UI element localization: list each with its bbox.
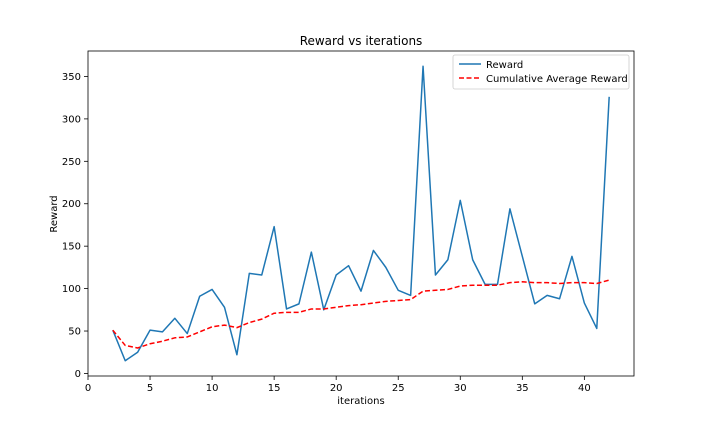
- legend-reward-label: Reward: [486, 60, 523, 71]
- chart-title: Reward vs iterations: [300, 34, 423, 48]
- x-tick-label: 10: [206, 383, 219, 394]
- y-tick-label: 350: [62, 72, 81, 83]
- x-tick-label: 25: [392, 383, 405, 394]
- y-axis-label: Reward: [49, 195, 60, 232]
- legend: Reward Cumulative Average Reward: [452, 54, 630, 90]
- x-tick-label: 20: [330, 383, 343, 394]
- series-line-reward: [112, 65, 610, 362]
- y-tick-label: 100: [62, 284, 81, 295]
- x-tick-label: 15: [268, 383, 281, 394]
- plot-lines: [112, 65, 610, 362]
- series-line-cumulative-average: [112, 279, 610, 349]
- x-tick-label: 40: [578, 383, 591, 394]
- legend-cumulative-label: Cumulative Average Reward: [486, 74, 628, 85]
- y-axis-ticks: 0 50 100 150 200 250 300 350: [62, 72, 88, 380]
- x-tick-label: 0: [85, 383, 91, 394]
- plot-frame: [87, 50, 635, 377]
- x-tick-label: 5: [147, 383, 153, 394]
- y-tick-label: 200: [62, 199, 81, 210]
- y-tick-label: 50: [68, 327, 81, 338]
- x-axis-label: iterations: [337, 396, 384, 407]
- x-axis-ticks: 0 5 10 15 20 25 30 35 40: [85, 376, 591, 394]
- y-tick-label: 0: [75, 369, 81, 380]
- legend-box: [452, 54, 630, 90]
- x-tick-label: 30: [454, 383, 467, 394]
- y-tick-label: 300: [62, 114, 81, 125]
- y-tick-label: 150: [62, 242, 81, 253]
- x-tick-label: 35: [516, 383, 529, 394]
- y-tick-label: 250: [62, 157, 81, 168]
